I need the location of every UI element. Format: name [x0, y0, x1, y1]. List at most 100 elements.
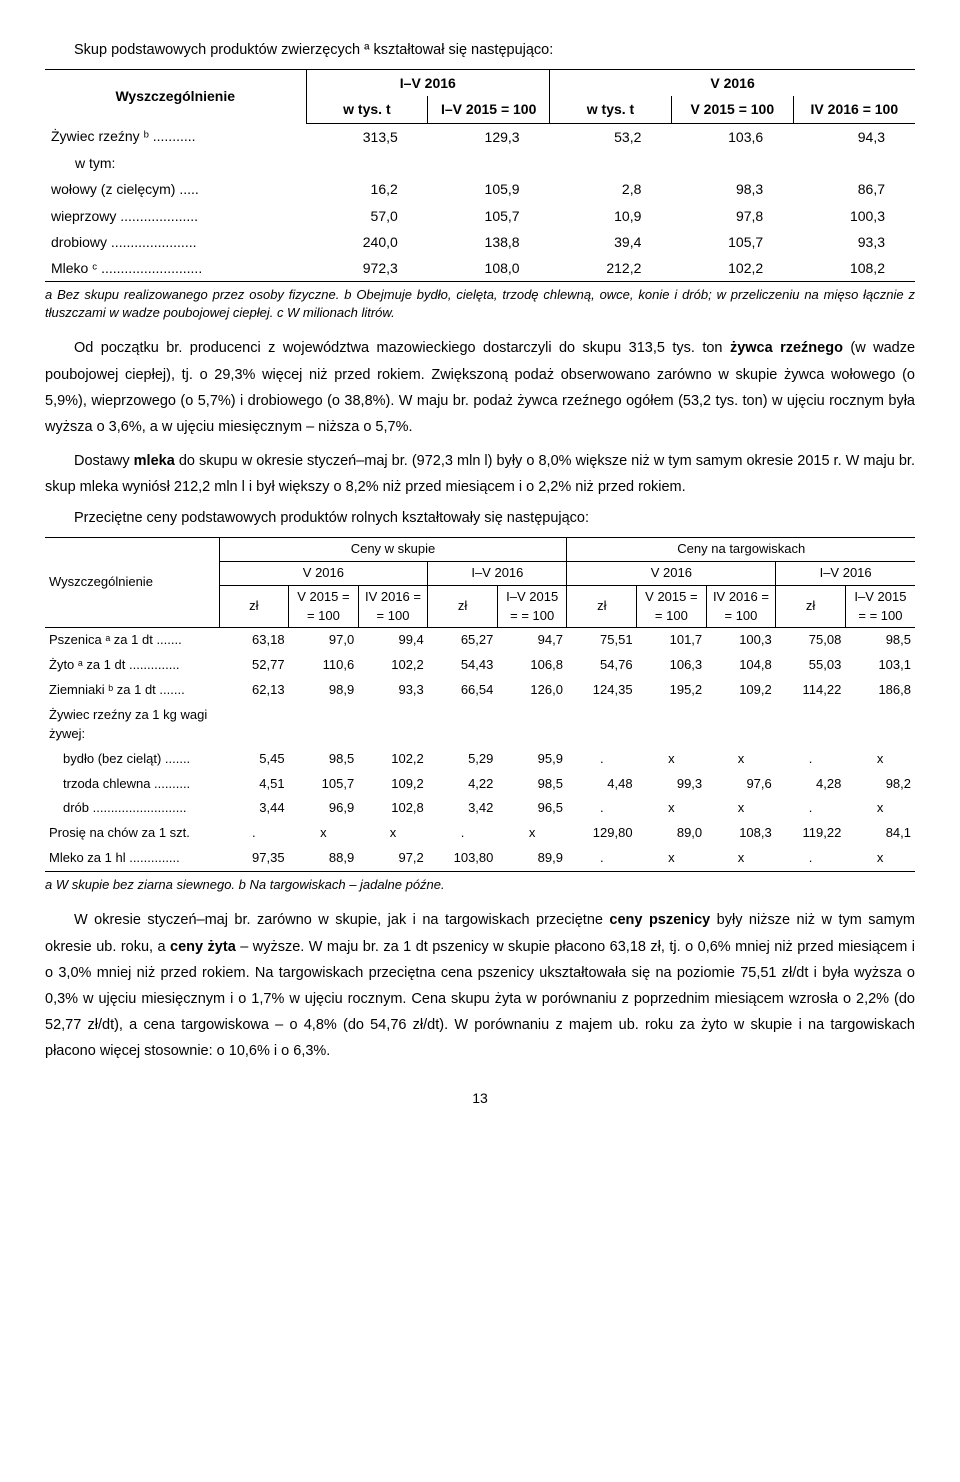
table-cell: 105,7: [671, 229, 793, 255]
table-cell: 52,77: [219, 653, 289, 678]
table-cell: 97,2: [358, 846, 428, 871]
t2-u1: zł: [219, 585, 289, 628]
table-cell: .: [428, 821, 498, 846]
t2-h-g2: Ceny na targowiskach: [567, 538, 915, 562]
table-cell: 57,0: [306, 203, 428, 229]
table-cell: [358, 703, 428, 747]
table-cell: 240,0: [306, 229, 428, 255]
table-cell: 102,8: [358, 796, 428, 821]
table-cell: 89,9: [497, 846, 567, 871]
t1-h-g2: V 2016: [550, 70, 915, 97]
table-cell: 103,1: [845, 653, 915, 678]
table-cell: 138,8: [428, 229, 550, 255]
table-cell: 972,3: [306, 255, 428, 282]
table-row-label: Żyto ᵃ za 1 dt ..............: [45, 653, 219, 678]
t1-h1: w tys. t: [306, 96, 428, 123]
table-cell: x: [289, 821, 359, 846]
table-cell: 5,45: [219, 747, 289, 772]
table-cell: 3,44: [219, 796, 289, 821]
t1-h5: IV 2016 = 100: [793, 96, 915, 123]
table-cell: 97,8: [671, 203, 793, 229]
table-cell: 105,7: [428, 203, 550, 229]
table-cell: 100,3: [793, 203, 915, 229]
table-cell: x: [637, 796, 707, 821]
table-cell: 97,35: [219, 846, 289, 871]
t1-h-spec: Wyszczególnienie: [45, 70, 306, 124]
table-cell: 75,51: [567, 628, 637, 653]
t2-h-s1: V 2016: [219, 561, 428, 585]
table-cell: 95,9: [497, 747, 567, 772]
t2-u10: I–V 2015 = = 100: [845, 585, 915, 628]
table-cell: 313,5: [306, 123, 428, 150]
table-row-label: Ziemniaki ᵇ za 1 dt .......: [45, 678, 219, 703]
table-cell: [793, 150, 915, 176]
table-cell: 98,5: [845, 628, 915, 653]
table-cell: [776, 703, 846, 747]
table-cell: 75,08: [776, 628, 846, 653]
t1-h2: I–V 2015 = 100: [428, 96, 550, 123]
table-cell: 103,80: [428, 846, 498, 871]
t2-u2: V 2015 = = 100: [289, 585, 359, 628]
table-cell: 89,0: [637, 821, 707, 846]
table-row-label: trzoda chlewna ..........: [45, 772, 219, 797]
table-cell: 62,13: [219, 678, 289, 703]
table-cell: 126,0: [497, 678, 567, 703]
paragraph-3: W okresie styczeń–maj br. zarówno w skup…: [45, 907, 915, 1064]
t2-h-s4: I–V 2016: [776, 561, 915, 585]
table-row-label: w tym:: [45, 150, 306, 176]
table-cell: 109,2: [358, 772, 428, 797]
footnote-1: a Bez skupu realizowanego przez osoby fi…: [45, 286, 915, 321]
table-cell: x: [706, 846, 776, 871]
table-row-label: drób ..........................: [45, 796, 219, 821]
table-cell: 98,2: [845, 772, 915, 797]
t2-h-s2: I–V 2016: [428, 561, 567, 585]
table-cell: 4,22: [428, 772, 498, 797]
table-cell: [706, 703, 776, 747]
table-cell: 4,28: [776, 772, 846, 797]
t2-u4: zł: [428, 585, 498, 628]
table-cell: 212,2: [550, 255, 672, 282]
table-cell: 108,2: [793, 255, 915, 282]
table-cell: .: [567, 796, 637, 821]
table-cell: x: [845, 796, 915, 821]
table-cell: 108,0: [428, 255, 550, 282]
table-row-label: wołowy (z cielęcym) .....: [45, 176, 306, 202]
table-cell: 2,8: [550, 176, 672, 202]
table-cell: [567, 703, 637, 747]
table-row-label: Mleko za 1 hl ..............: [45, 846, 219, 871]
table-cell: [637, 703, 707, 747]
table-cell: .: [219, 821, 289, 846]
table-cell: 53,2: [550, 123, 672, 150]
table-cell: .: [567, 846, 637, 871]
table-cell: [289, 703, 359, 747]
table-cell: x: [637, 747, 707, 772]
t2-u9: zł: [776, 585, 846, 628]
footnote-2: a W skupie bez ziarna siewnego. b Na tar…: [45, 876, 915, 894]
table-cell: [219, 703, 289, 747]
table-cell: 54,76: [567, 653, 637, 678]
table-cell: 100,3: [706, 628, 776, 653]
table-cell: x: [845, 846, 915, 871]
table-cell: x: [497, 821, 567, 846]
t2-h-s3: V 2016: [567, 561, 776, 585]
table-cell: [428, 150, 550, 176]
table-cell: x: [706, 796, 776, 821]
table-cell: 104,8: [706, 653, 776, 678]
table-cell: 96,5: [497, 796, 567, 821]
table-cell: 98,9: [289, 678, 359, 703]
table-cell: 39,4: [550, 229, 672, 255]
paragraph-2: Dostawy mleka do skupu w okresie styczeń…: [45, 448, 915, 500]
intro-text-2: Przeciętne ceny podstawowych produktów r…: [45, 508, 915, 529]
table-cell: .: [567, 747, 637, 772]
table-cell: 106,3: [637, 653, 707, 678]
table-cell: 110,6: [289, 653, 359, 678]
table-cell: 108,3: [706, 821, 776, 846]
table-cell: 102,2: [358, 747, 428, 772]
intro-text-1: Skup podstawowych produktów zwierzęcych …: [45, 40, 915, 61]
t2-u6: zł: [567, 585, 637, 628]
table-cell: 84,1: [845, 821, 915, 846]
table-row-label: Pszenica ᵃ za 1 dt .......: [45, 628, 219, 653]
t1-h3: w tys. t: [550, 96, 672, 123]
table-cell: 105,7: [289, 772, 359, 797]
table-cell: 99,3: [637, 772, 707, 797]
